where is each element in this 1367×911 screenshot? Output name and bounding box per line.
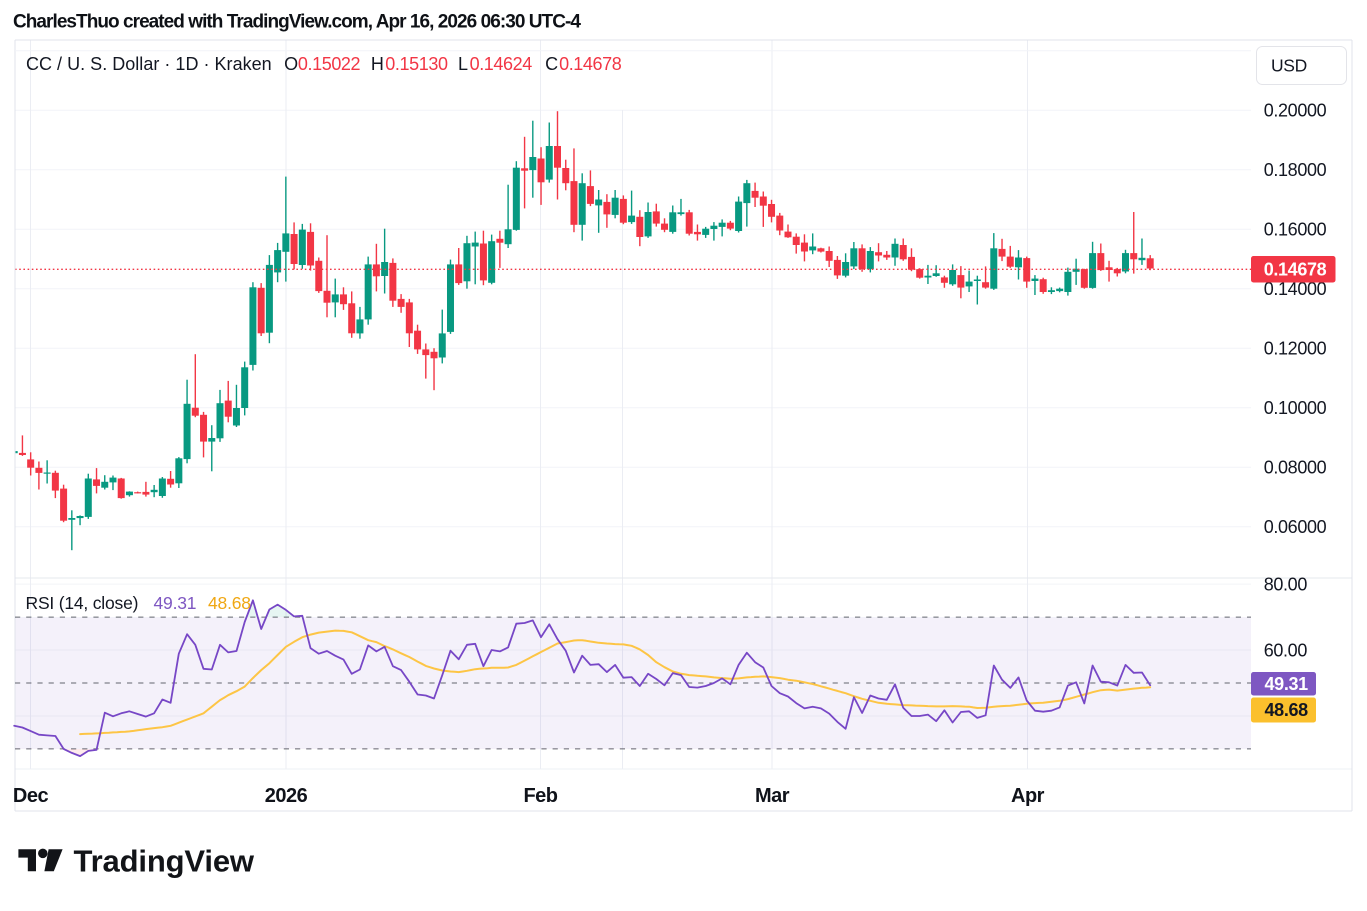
- svg-text:0.14678: 0.14678: [1264, 260, 1327, 280]
- svg-text:49.31: 49.31: [1265, 674, 1309, 694]
- svg-text:0.10000: 0.10000: [1264, 398, 1327, 418]
- svg-text:CharlesThuo created with Tradi: CharlesThuo created with TradingView.com…: [13, 12, 581, 33]
- svg-text:RSI (14, close): RSI (14, close): [26, 593, 139, 613]
- svg-text:L: L: [458, 54, 468, 74]
- svg-text:0.15022: 0.15022: [298, 54, 361, 74]
- svg-text:TradingView: TradingView: [74, 843, 255, 878]
- svg-text:C: C: [545, 54, 558, 74]
- svg-text:Dec: Dec: [13, 785, 49, 807]
- svg-text:0.14678: 0.14678: [559, 54, 622, 74]
- svg-text:O: O: [284, 54, 298, 74]
- svg-text:0.06000: 0.06000: [1264, 517, 1327, 537]
- svg-text:Mar: Mar: [755, 785, 790, 807]
- svg-text:48.68: 48.68: [1265, 700, 1309, 720]
- svg-text:Apr: Apr: [1011, 785, 1045, 807]
- svg-text:49.31: 49.31: [154, 593, 197, 613]
- svg-text:0.18000: 0.18000: [1264, 160, 1327, 180]
- svg-text:0.14624: 0.14624: [470, 54, 533, 74]
- svg-text:0.12000: 0.12000: [1264, 339, 1327, 359]
- svg-text:0.14000: 0.14000: [1264, 279, 1327, 299]
- svg-text:2026: 2026: [265, 785, 308, 807]
- svg-text:0.16000: 0.16000: [1264, 220, 1327, 240]
- svg-text:60.00: 60.00: [1264, 640, 1308, 660]
- svg-text:CC / U. S. Dollar · 1D · Krake: CC / U. S. Dollar · 1D · Kraken: [26, 54, 272, 74]
- svg-text:80.00: 80.00: [1264, 574, 1308, 594]
- svg-text:0.15130: 0.15130: [385, 54, 448, 74]
- svg-text:0.08000: 0.08000: [1264, 458, 1327, 478]
- svg-text:0.20000: 0.20000: [1264, 101, 1327, 121]
- svg-text:48.68: 48.68: [208, 593, 251, 613]
- svg-text:Feb: Feb: [523, 785, 557, 807]
- svg-text:USD: USD: [1271, 56, 1307, 76]
- svg-text:H: H: [371, 54, 384, 74]
